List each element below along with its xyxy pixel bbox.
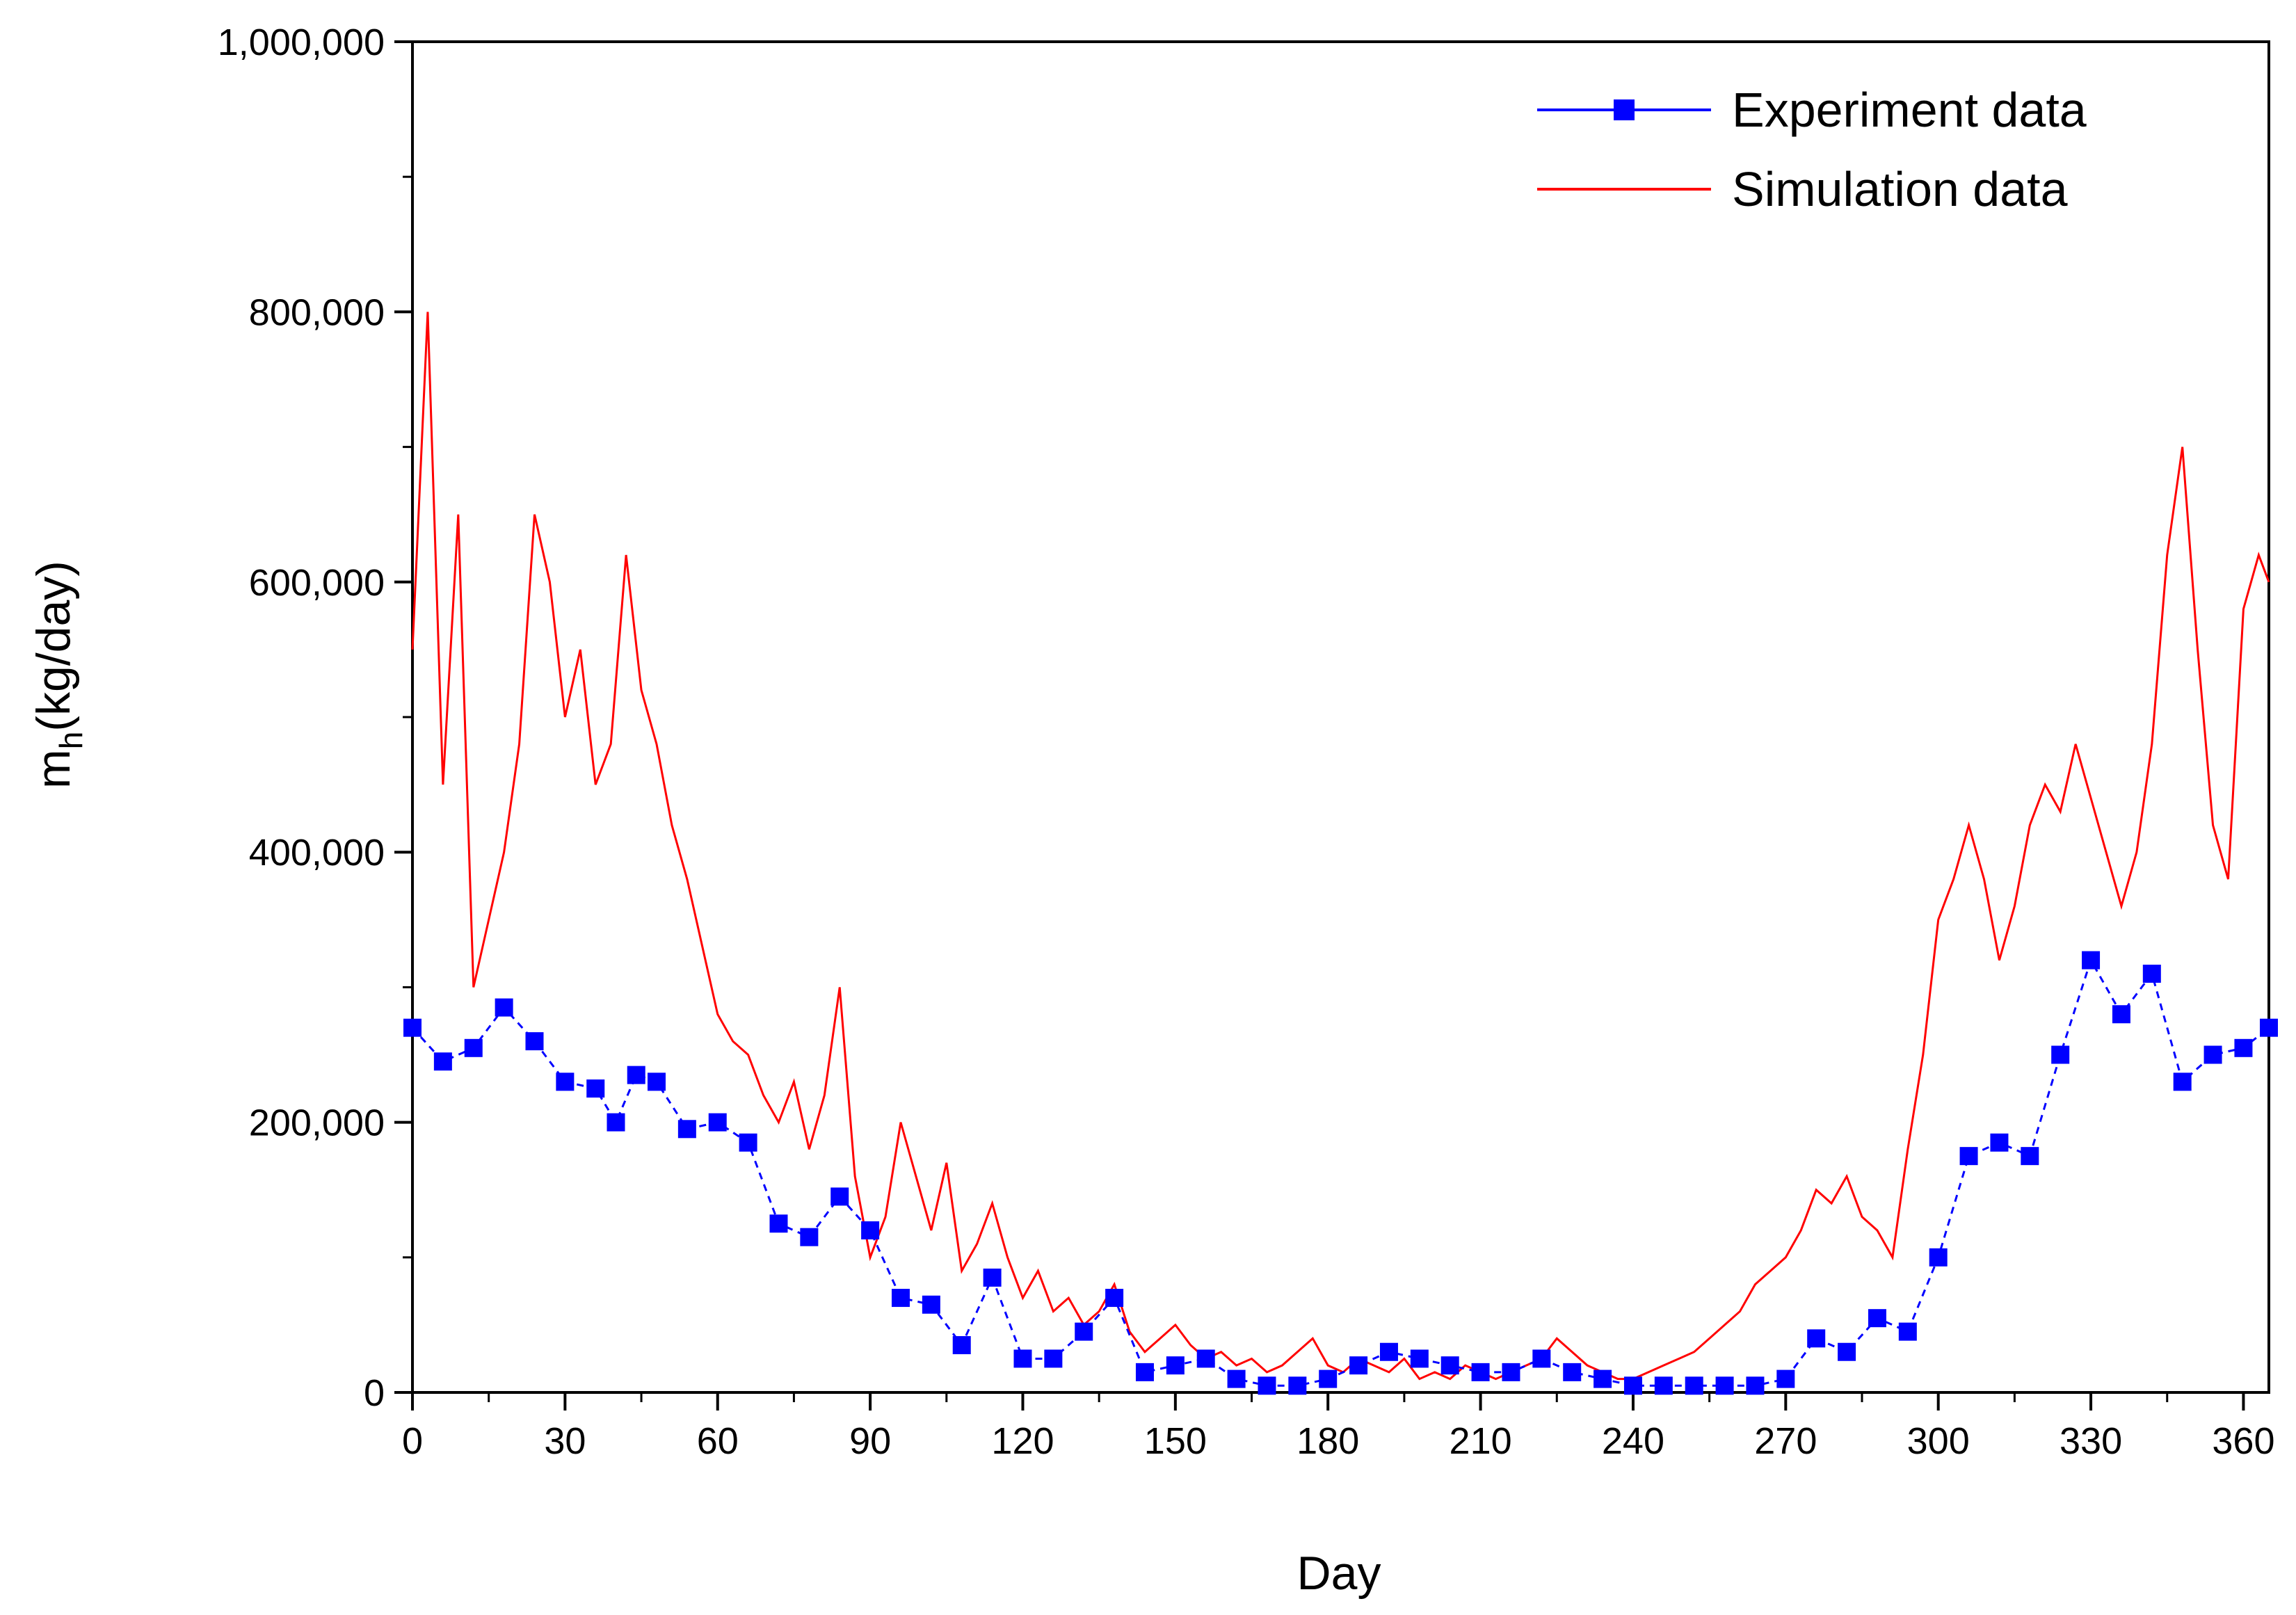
experiment-data-point bbox=[677, 1120, 696, 1139]
experiment-data-point bbox=[495, 998, 513, 1017]
experiment-data-point bbox=[1044, 1349, 1063, 1368]
experiment-data-point bbox=[1532, 1349, 1551, 1368]
experiment-data-point bbox=[586, 1079, 605, 1098]
experiment-data-point bbox=[647, 1072, 666, 1091]
experiment-data-point bbox=[1288, 1376, 1307, 1395]
experiment-data-point bbox=[2021, 1147, 2039, 1166]
experiment-data-point bbox=[1898, 1322, 1917, 1341]
experiment-data-point bbox=[922, 1295, 940, 1314]
x-tick-label: 60 bbox=[697, 1420, 739, 1462]
x-tick-label: 0 bbox=[402, 1420, 423, 1462]
experiment-data-point bbox=[1502, 1363, 1520, 1381]
experiment-data-point bbox=[1319, 1369, 1338, 1388]
experiment-data-point bbox=[433, 1052, 452, 1071]
legend-simulation-label: Simulation data bbox=[1732, 162, 2068, 216]
experiment-data-point bbox=[2173, 1072, 2192, 1091]
experiment-data-point bbox=[2112, 1005, 2130, 1024]
x-tick-label: 270 bbox=[1754, 1420, 1817, 1462]
experiment-data-point bbox=[1715, 1376, 1734, 1395]
experiment-data-point bbox=[1440, 1356, 1459, 1375]
experiment-data-point bbox=[983, 1268, 1002, 1287]
experiment-data-point bbox=[1258, 1376, 1276, 1395]
experiment-data-point bbox=[1868, 1309, 1886, 1328]
experiment-series-line bbox=[411, 957, 2270, 1387]
experiment-data-point bbox=[1776, 1369, 1795, 1388]
experiment-data-point bbox=[1623, 1376, 1642, 1395]
experiment-data-point bbox=[1838, 1342, 1856, 1361]
x-axis-title: Day bbox=[1297, 1547, 1381, 1600]
plot-area: 0 30 60 90 120 150 180 210 240 270 300 330 360 0 200,0… bbox=[218, 22, 2278, 1462]
y-tick-label: 400,000 bbox=[249, 832, 385, 874]
experiment-data-point bbox=[1410, 1349, 1429, 1368]
x-tick-label: 30 bbox=[544, 1420, 586, 1462]
experiment-data-point bbox=[1746, 1376, 1765, 1395]
experiment-data-point bbox=[2051, 1045, 2070, 1064]
experiment-data-point bbox=[1929, 1248, 1948, 1267]
experiment-data-point bbox=[1196, 1349, 1215, 1368]
x-tick-label: 120 bbox=[991, 1420, 1054, 1462]
x-tick-label: 180 bbox=[1296, 1420, 1359, 1462]
experiment-data-point bbox=[1379, 1342, 1398, 1361]
experiment-data-point bbox=[525, 1032, 544, 1051]
experiment-data-point bbox=[769, 1214, 788, 1233]
axis-frame bbox=[411, 40, 2270, 1394]
experiment-data-point bbox=[1013, 1349, 1032, 1368]
x-tick-label: 240 bbox=[1602, 1420, 1664, 1462]
experiment-data-point bbox=[952, 1336, 971, 1355]
y-axis-title-unit: (kg/day) bbox=[27, 561, 80, 732]
experiment-data-point bbox=[1135, 1363, 1154, 1381]
experiment-data-point bbox=[1807, 1329, 1826, 1348]
experiment-data-point bbox=[1471, 1363, 1490, 1381]
experiment-data-point bbox=[891, 1289, 910, 1308]
experiment-data-point bbox=[861, 1221, 880, 1239]
y-tick-label: 1,000,000 bbox=[218, 22, 385, 63]
experiment-data-point bbox=[1959, 1147, 1978, 1166]
simulation-series-line bbox=[411, 312, 2270, 1381]
y-tick-label: 200,000 bbox=[249, 1102, 385, 1144]
y-axis-title: mh(kg/day) bbox=[27, 561, 89, 789]
experiment-data-point bbox=[2082, 951, 2101, 970]
legend: Experiment data Simulation data bbox=[1537, 83, 2087, 216]
x-tick-label: 90 bbox=[849, 1420, 891, 1462]
experiment-data-point bbox=[2142, 964, 2161, 983]
x-tick-label: 360 bbox=[2212, 1420, 2274, 1462]
experiment-data-point bbox=[627, 1066, 645, 1084]
legend-experiment-label: Experiment data bbox=[1732, 83, 2087, 137]
experiment-data-point bbox=[403, 1018, 422, 1037]
y-tick-label: 800,000 bbox=[249, 291, 385, 333]
y-tick-label: 600,000 bbox=[249, 562, 385, 604]
legend-experiment-marker bbox=[1614, 99, 1635, 120]
experiment-data-point bbox=[2260, 1018, 2278, 1037]
experiment-data-point bbox=[1654, 1376, 1673, 1395]
experiment-data-point bbox=[607, 1113, 625, 1132]
experiment-data-point bbox=[556, 1072, 575, 1091]
experiment-data-point bbox=[1685, 1376, 1703, 1395]
y-axis-title-subscript: h bbox=[53, 732, 89, 750]
experiment-data-point bbox=[464, 1038, 483, 1057]
experiment-data-point bbox=[2203, 1045, 2222, 1064]
experiment-data-point bbox=[800, 1228, 819, 1246]
x-tick-label: 210 bbox=[1450, 1420, 1512, 1462]
experiment-data-point bbox=[1563, 1363, 1582, 1381]
experiment-data-point bbox=[1227, 1369, 1246, 1388]
experiment-data-point bbox=[1349, 1356, 1368, 1375]
experiment-data-point bbox=[830, 1187, 849, 1206]
x-tick-label: 300 bbox=[1907, 1420, 1970, 1462]
x-tick-label: 330 bbox=[2060, 1420, 2122, 1462]
experiment-data-point bbox=[1166, 1356, 1185, 1375]
svg-text:mh(kg/day): mh(kg/day) bbox=[27, 561, 89, 789]
y-tick-label: 0 bbox=[364, 1372, 385, 1414]
experiment-data-point bbox=[708, 1113, 727, 1132]
x-tick-label: 150 bbox=[1144, 1420, 1207, 1462]
experiment-data-point bbox=[1990, 1133, 2009, 1152]
experiment-data-point bbox=[1593, 1369, 1612, 1388]
y-axis-title-main: m bbox=[27, 749, 80, 789]
experiment-data-point bbox=[1075, 1322, 1093, 1341]
experiment-data-point bbox=[1105, 1289, 1124, 1308]
experiment-data-point bbox=[739, 1133, 757, 1152]
experiment-data-point bbox=[2234, 1038, 2253, 1057]
